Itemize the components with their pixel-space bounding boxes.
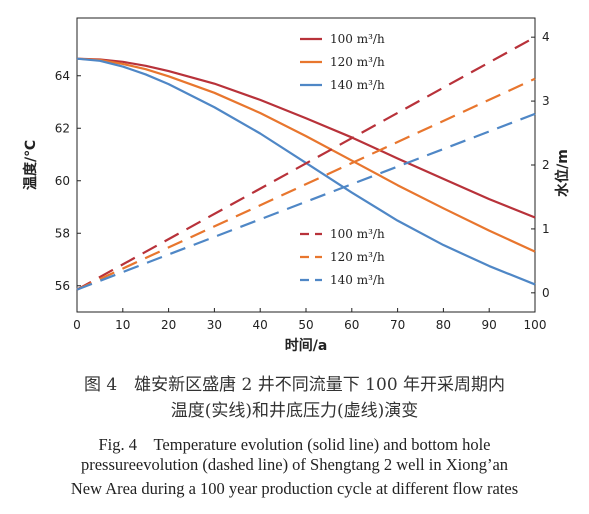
- caption-en-line-3: New Area during a 100 year production cy…: [70, 479, 519, 498]
- temperature-series-line-1: [76, 57, 536, 253]
- legend-label: 140 m³/h: [330, 78, 385, 92]
- right-y-axis-title: 水位/m: [554, 149, 571, 197]
- left-y-tick-label: 58: [55, 226, 70, 240]
- temperature-series-line-2: [76, 57, 536, 286]
- x-tick-label: 70: [390, 318, 405, 332]
- pressure-series-line-3: [76, 36, 536, 291]
- left-y-axis-ticks: 56 58 60 62 64: [55, 69, 81, 293]
- left-y-tick-label: 64: [55, 69, 70, 83]
- x-tick-label: 30: [207, 318, 222, 332]
- pressure-series-line-4: [76, 77, 536, 291]
- legend-pressure: 100 m³/h 120 m³/h 140 m³/h: [300, 227, 385, 287]
- legend-label: 120 m³/h: [330, 250, 385, 264]
- x-axis-ticks: 0 10 20 30 40 50 60 70 80 90 100: [73, 308, 546, 332]
- pressure-series-line-5: [76, 112, 536, 291]
- legend-label: 100 m³/h: [330, 227, 385, 241]
- x-tick-label: 80: [436, 318, 451, 332]
- left-y-tick-label: 62: [55, 121, 70, 135]
- caption-en-line-1: Fig. 4 Temperature evolution (solid line…: [98, 435, 491, 454]
- legend-temperature: 100 m³/h 120 m³/h 140 m³/h: [300, 32, 385, 92]
- legend-label: 140 m³/h: [330, 273, 385, 287]
- x-tick-label: 20: [161, 318, 176, 332]
- x-tick-label: 60: [344, 318, 359, 332]
- right-y-tick-label: 2: [542, 158, 550, 172]
- x-axis-title: 时间/a: [285, 337, 328, 354]
- series-layer: [76, 36, 536, 291]
- x-tick-label: 90: [482, 318, 497, 332]
- right-y-tick-label: 4: [542, 30, 550, 44]
- right-y-tick-label: 3: [542, 94, 550, 108]
- x-tick-label: 100: [524, 318, 547, 332]
- x-tick-label: 50: [298, 318, 313, 332]
- x-tick-label: 0: [73, 318, 81, 332]
- left-y-tick-label: 56: [55, 279, 70, 293]
- caption-en-line-2: pressureevolution (dashed line) of Sheng…: [80, 455, 509, 474]
- legend-label: 100 m³/h: [330, 32, 385, 46]
- legend-label: 120 m³/h: [330, 55, 385, 69]
- caption-cn-line-1: 图 4 雄安新区盛唐 2 井不同流量下 100 年开采周期内: [83, 375, 506, 395]
- right-y-tick-label: 1: [542, 222, 550, 236]
- right-y-axis-ticks: 0 1 2 3 4: [531, 30, 550, 300]
- caption-cn-line-2: 温度(实线)和井底压力(虚线)演变: [170, 401, 419, 421]
- left-y-tick-label: 60: [55, 174, 70, 188]
- x-tick-label: 40: [253, 318, 268, 332]
- right-y-tick-label: 0: [542, 286, 550, 300]
- temperature-series-line-0: [76, 57, 536, 219]
- left-y-axis-title: 温度/℃: [22, 140, 39, 190]
- x-tick-label: 10: [115, 318, 130, 332]
